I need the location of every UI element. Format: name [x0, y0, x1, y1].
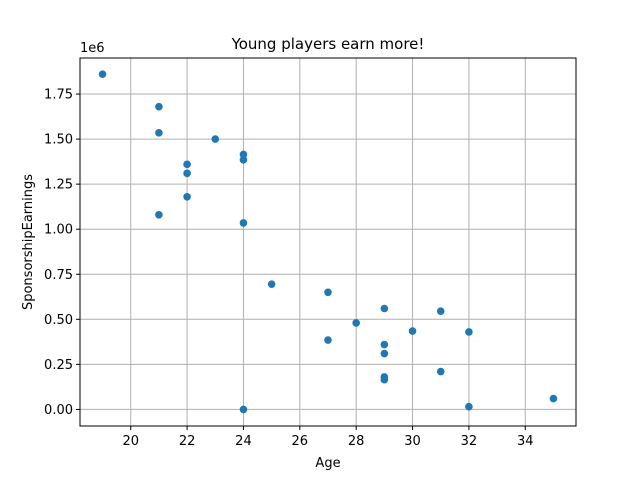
data-point [465, 402, 473, 411]
data-point [239, 405, 248, 414]
y-axis-label: SponsorshipEarnings [21, 174, 36, 310]
data-point [239, 219, 248, 227]
data-point [267, 280, 276, 288]
data-point [155, 128, 163, 137]
x-axis-label: Age [315, 456, 340, 471]
y-axis-ticks: 0.00 0.25 0.50 0.75 1.00 1.25 1.50 1.75 [44, 88, 80, 418]
chart-title: Young players earn more! [231, 35, 425, 53]
y-tick-label: 1.00 [44, 223, 73, 238]
data-point [436, 367, 445, 376]
y-gridlines [80, 93, 576, 410]
plot-frame [79, 57, 577, 427]
x-tick-label: 24 [235, 434, 252, 449]
x-axis-ticks: 20 22 24 26 28 30 32 34 [122, 426, 534, 449]
data-point [380, 349, 389, 358]
data-point [549, 394, 558, 403]
data-point [98, 70, 107, 79]
y-tick-label: 0.25 [44, 358, 73, 373]
data-point [324, 336, 332, 344]
y-axis-offset-label: 1e6 [80, 41, 105, 56]
data-point [239, 150, 248, 159]
y-tick-label: 1.50 [44, 133, 73, 148]
data-point [380, 340, 389, 349]
x-tick-label: 30 [404, 434, 421, 449]
x-tick-label: 20 [122, 434, 139, 449]
data-point [408, 327, 417, 335]
data-point [324, 288, 332, 297]
data-point [380, 304, 389, 313]
x-tick-label: 32 [461, 434, 478, 449]
data-point [239, 156, 248, 164]
data-point [380, 375, 389, 384]
y-tick-label: 0.50 [44, 313, 73, 328]
y-tick-label: 1.25 [44, 178, 73, 193]
y-tick-label: 0.75 [44, 268, 73, 283]
x-tick-label: 28 [348, 434, 365, 449]
x-tick-label: 22 [179, 434, 196, 449]
data-point [211, 135, 220, 143]
data-point [183, 192, 191, 201]
data-point [352, 319, 360, 327]
data-point [465, 328, 473, 336]
x-tick-label: 26 [292, 434, 309, 449]
x-tick-label: 34 [517, 434, 534, 449]
data-point [183, 160, 191, 169]
data-point [436, 307, 445, 316]
y-tick-label: 1.75 [44, 88, 73, 103]
data-point [155, 210, 163, 219]
data-points [98, 70, 558, 414]
data-point [155, 102, 163, 111]
y-tick-label: 0.00 [44, 403, 73, 418]
plot-area [80, 58, 576, 426]
data-point [183, 169, 191, 178]
